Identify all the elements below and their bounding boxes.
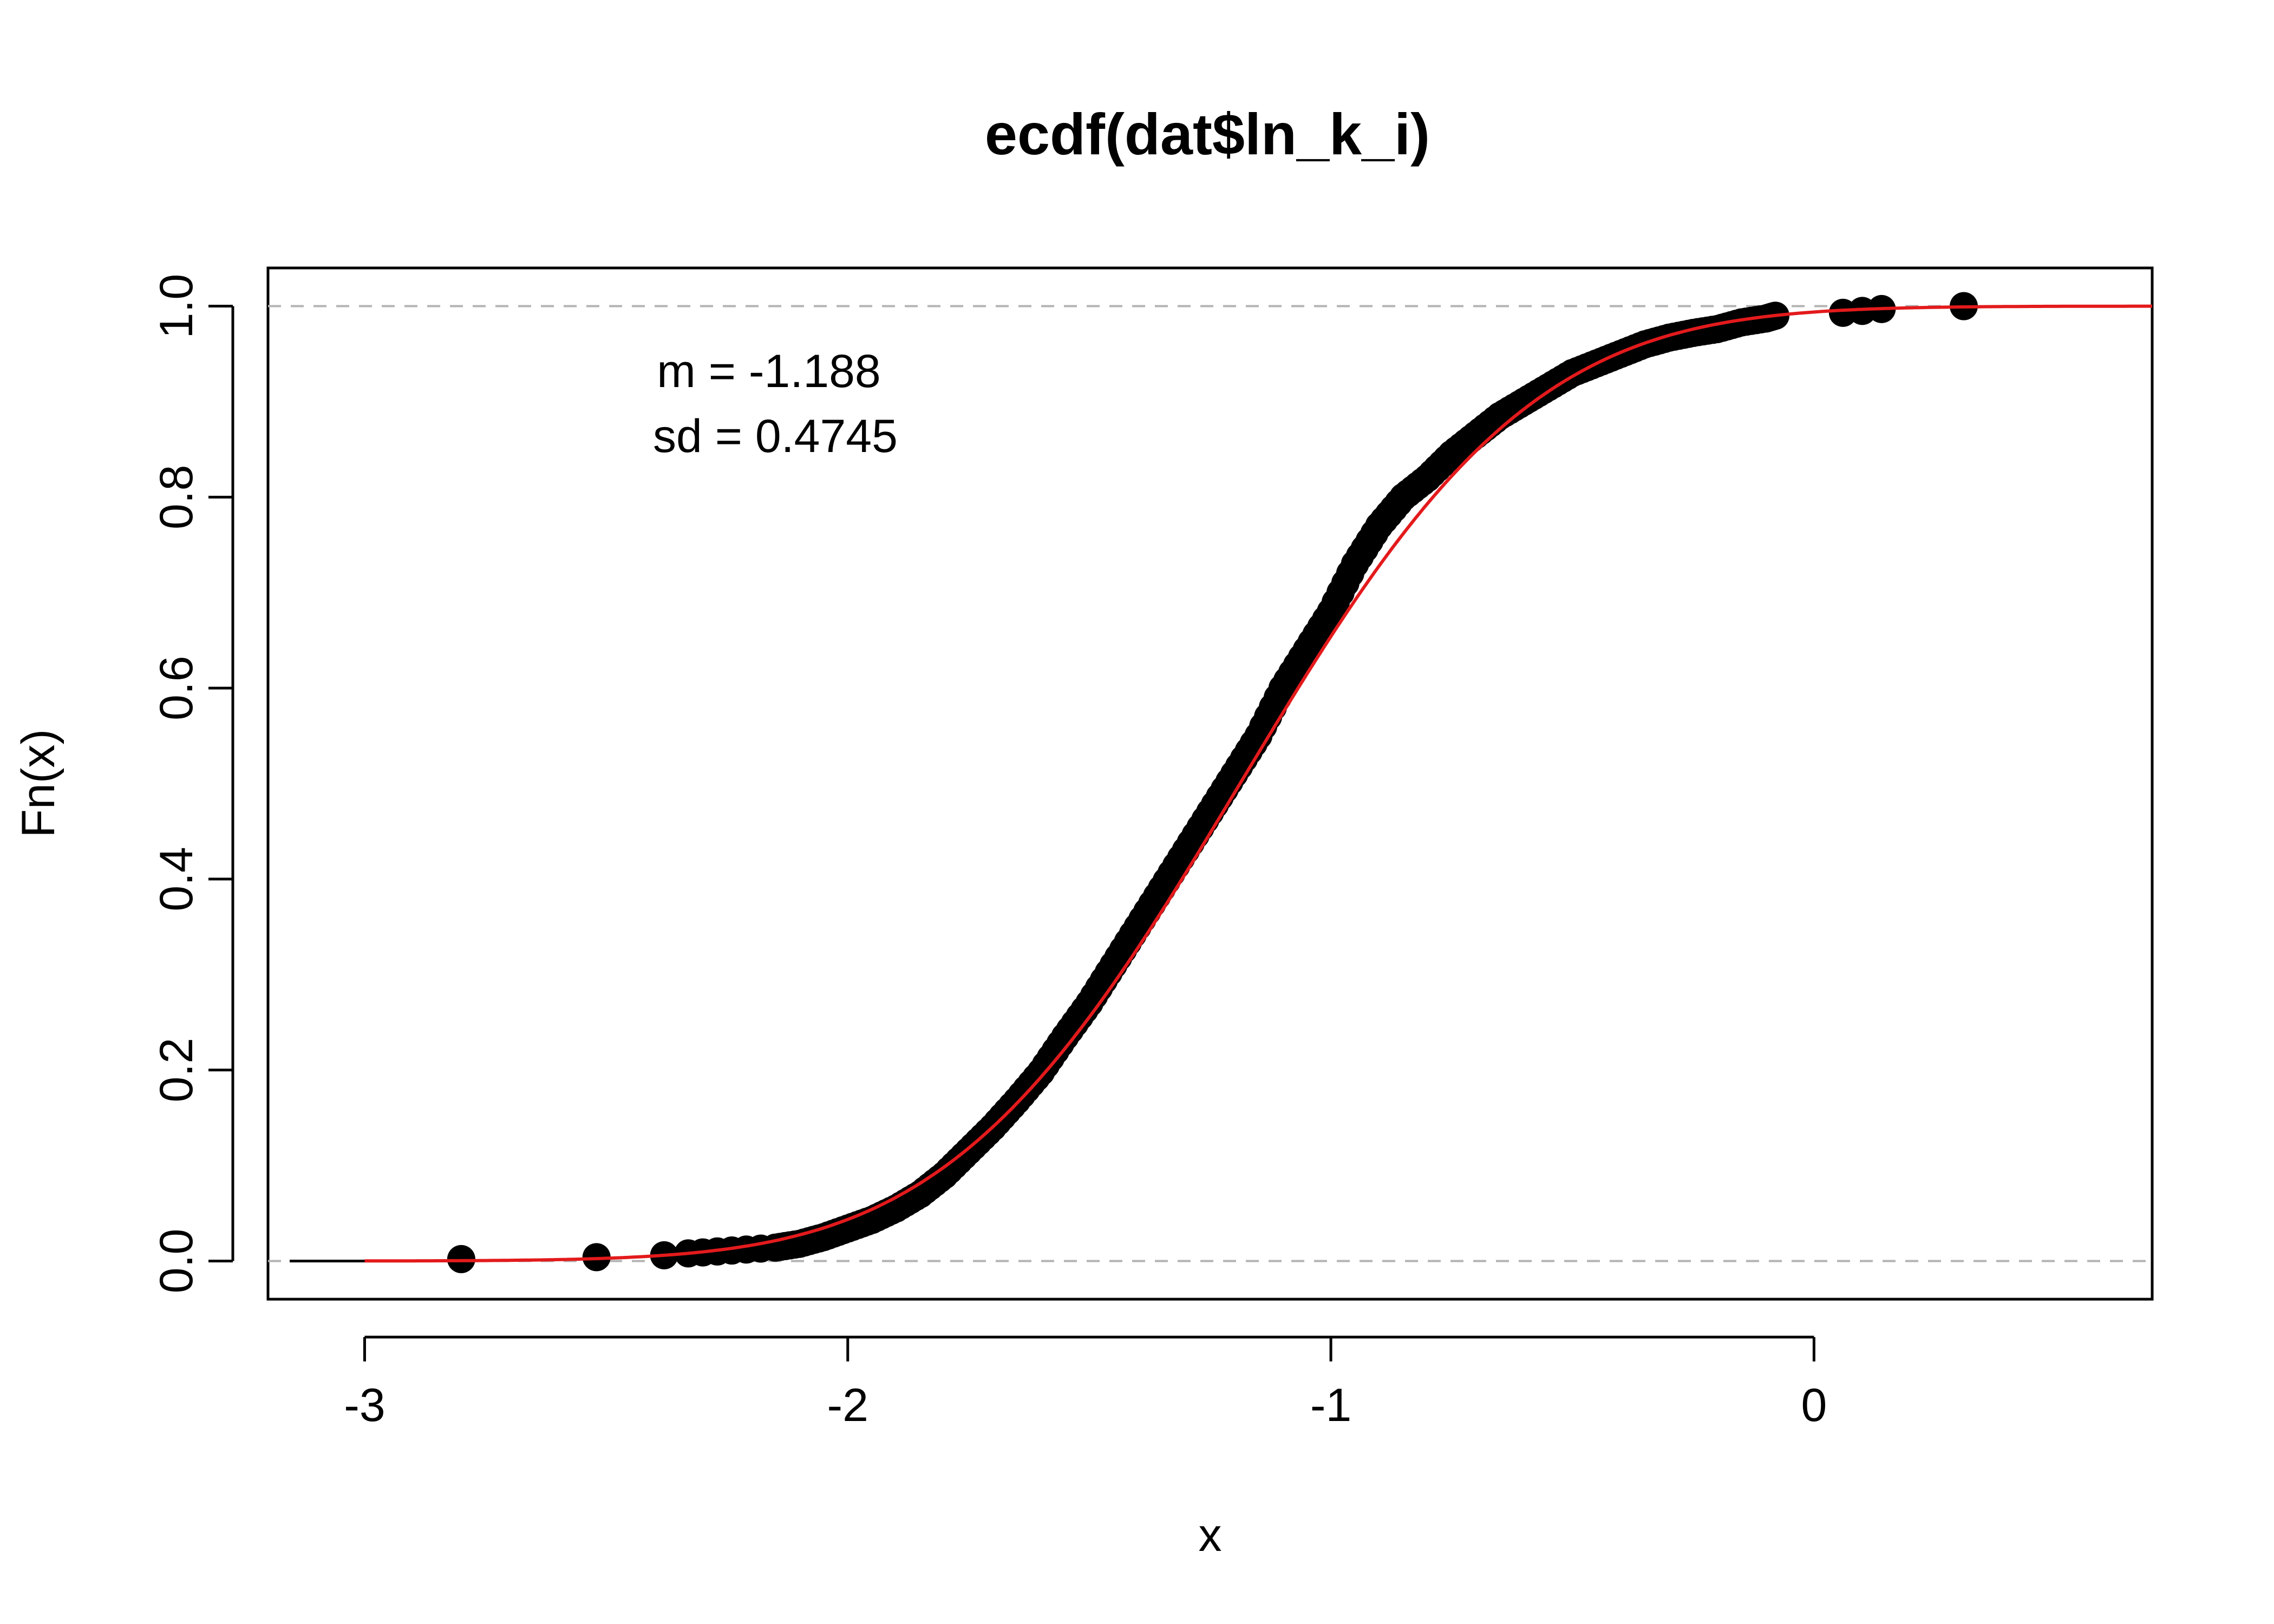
y-axis-label: Fn(x) (12, 729, 64, 838)
y-tick-label: 0.8 (151, 465, 202, 530)
chart-title: ecdf(dat$ln_k_i) (985, 101, 1430, 167)
x-tick-label: -2 (827, 1379, 868, 1431)
y-axis: 0.0 0.2 0.4 0.6 0.8 1.0 (151, 274, 234, 1294)
y-tick-label: 0.2 (151, 1038, 202, 1103)
x-tick-label: -1 (1310, 1379, 1351, 1431)
normal-cdf-curve (364, 304, 2152, 1263)
reference-lines (268, 305, 2152, 1262)
mean-annotation: m = -1.188 (657, 345, 881, 397)
y-tick-label: 1.0 (151, 274, 202, 339)
plot-frame (266, 266, 2154, 1301)
y-tick-label: 0.0 (151, 1229, 202, 1294)
x-axis: -3 -2 -1 0 (344, 1335, 1827, 1431)
x-tick-label: -3 (344, 1379, 385, 1431)
y-tick-label: 0.6 (151, 656, 202, 721)
x-tick-label: 0 (1801, 1379, 1827, 1431)
normal-cdf-line (364, 304, 2152, 1263)
ecdf-points (290, 292, 1978, 1273)
sd-annotation: sd = 0.4745 (653, 410, 898, 462)
y-tick-label: 0.4 (151, 847, 202, 912)
x-axis-label: x (1199, 1509, 1222, 1561)
